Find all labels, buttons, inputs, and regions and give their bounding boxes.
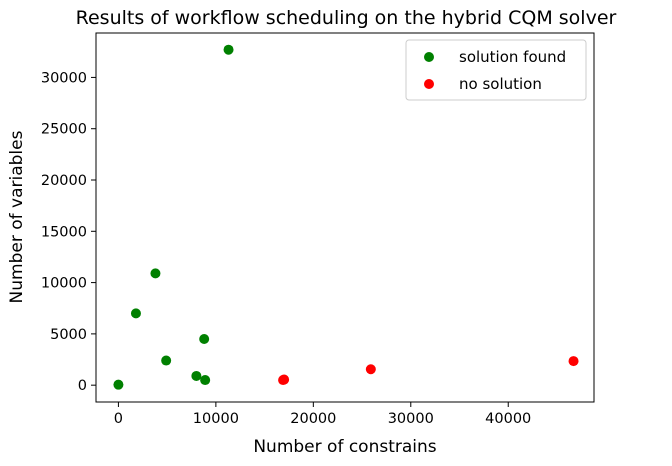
point-no-solution: [279, 374, 290, 385]
y-tick-label: 25000: [41, 122, 87, 138]
point-solution-found: [113, 379, 124, 390]
y-tick-label: 30000: [41, 70, 87, 86]
x-tick-label: 0: [114, 411, 123, 427]
plot-area: [95, 32, 595, 403]
y-axis: 0 5000 10000 15000 20000 25000 30000: [41, 70, 96, 394]
x-tick-label: 40000: [485, 411, 531, 427]
y-tick-label: 10000: [41, 276, 87, 292]
x-tick-label: 30000: [388, 411, 434, 427]
chart-title: Results of workflow scheduling on the hy…: [76, 7, 617, 29]
point-no-solution: [568, 356, 579, 367]
data-points: [113, 44, 579, 390]
legend: solution found no solution: [405, 39, 587, 101]
x-axis-label: Number of constrains: [253, 437, 436, 457]
y-tick-label: 0: [78, 378, 87, 394]
point-solution-found: [199, 334, 210, 345]
x-tick-label: 20000: [290, 411, 336, 427]
legend-marker-solution-found: [424, 52, 434, 62]
legend-label-solution-found: solution found: [459, 48, 566, 66]
y-tick-label: 20000: [41, 173, 87, 189]
legend-marker-no-solution: [424, 79, 434, 89]
legend-box: [405, 39, 587, 101]
point-solution-found: [191, 370, 202, 381]
x-tick-label: 10000: [193, 411, 239, 427]
point-solution-found: [130, 308, 141, 319]
point-solution-found: [223, 44, 234, 55]
point-solution-found: [161, 355, 172, 366]
point-solution-found: [200, 375, 211, 386]
point-solution-found: [150, 268, 161, 279]
legend-label-no-solution: no solution: [459, 75, 542, 93]
y-tick-label: 15000: [41, 224, 87, 240]
y-tick-label: 5000: [50, 327, 87, 343]
y-axis-label: Number of variables: [7, 130, 27, 303]
x-axis: 0 10000 20000 30000 40000: [114, 402, 531, 427]
point-no-solution: [365, 364, 376, 375]
